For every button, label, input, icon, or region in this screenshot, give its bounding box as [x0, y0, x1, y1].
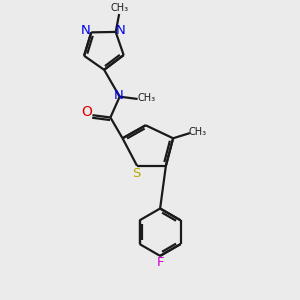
Text: CH₃: CH₃: [111, 3, 129, 13]
Text: CH₃: CH₃: [188, 127, 206, 136]
Text: CH₃: CH₃: [138, 93, 156, 103]
Text: F: F: [156, 256, 164, 269]
Text: N: N: [81, 24, 91, 38]
Text: O: O: [81, 105, 92, 119]
Text: S: S: [132, 167, 140, 180]
Text: N: N: [116, 24, 126, 37]
Text: N: N: [113, 89, 123, 102]
